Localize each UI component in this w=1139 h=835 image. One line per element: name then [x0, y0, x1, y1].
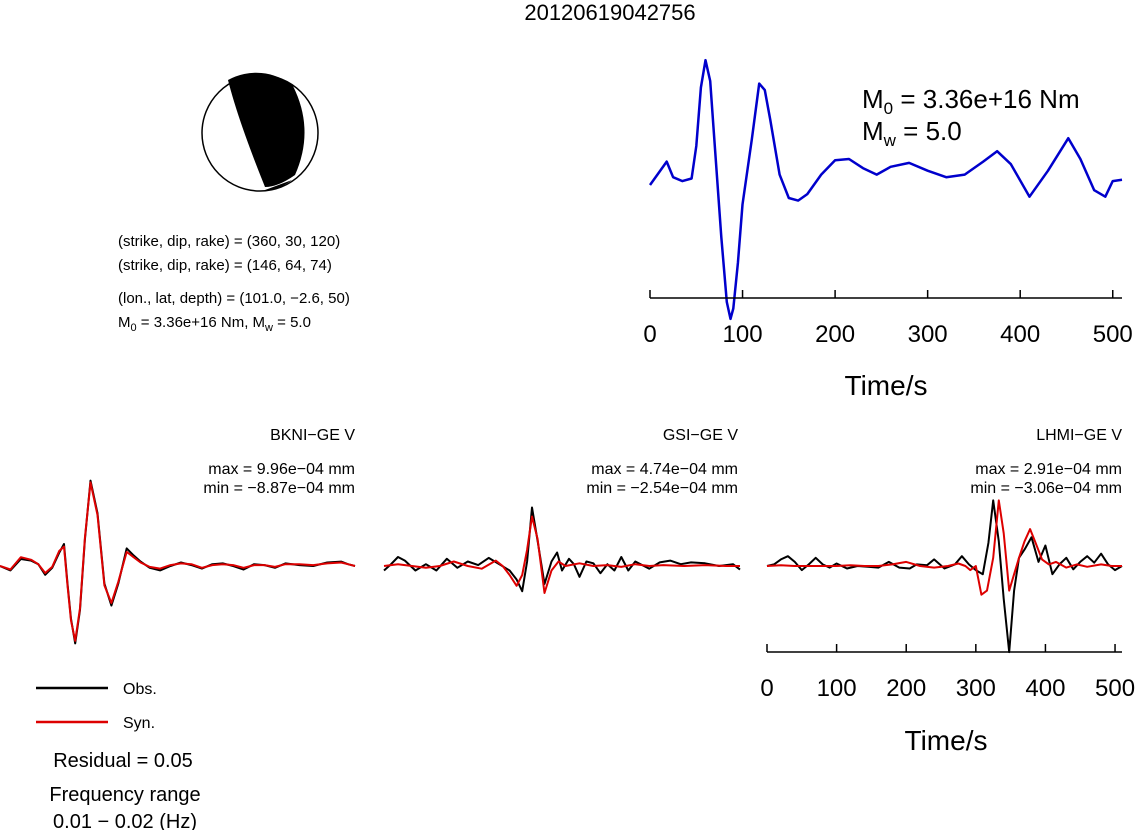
waveform-panel-bkni — [0, 479, 356, 645]
synthetic-trace — [0, 481, 356, 642]
frequency-range-label: Frequency range — [49, 784, 200, 806]
stf-m0-label: M0 = 3.36e+16 Nm — [862, 84, 1080, 118]
axis-tick-label: 500 — [1095, 675, 1135, 702]
waveform-xlabel: Time/s — [905, 725, 988, 756]
axis-tick-label: 100 — [723, 321, 763, 348]
synthetic-trace — [383, 515, 740, 594]
station-2-name: GSI−GE V — [663, 427, 738, 444]
axis-tick-label: 0 — [760, 675, 773, 702]
focal-plane-1: (strike, dip, rake) = (360, 30, 120) — [118, 233, 340, 250]
stf-plot — [648, 58, 1123, 321]
station-1-name: BKNI−GE V — [270, 427, 355, 444]
station-1-max: max = 9.96e−04 mm — [208, 461, 355, 478]
beachball — [201, 72, 319, 192]
station-3-min: min = −3.06e−04 mm — [970, 480, 1122, 497]
station-2-min: min = −2.54e−04 mm — [586, 480, 738, 497]
legend-syn-label: Syn. — [123, 715, 155, 732]
observed-trace — [0, 479, 356, 645]
axis-tick-label: 300 — [908, 321, 948, 348]
legend: Obs. Syn. — [36, 681, 157, 732]
waveform-panel-lhmi — [766, 499, 1123, 654]
waveform-time-axis: 0 100 200 300 400 500 — [760, 644, 1135, 702]
focal-plane-2: (strike, dip, rake) = (146, 64, 74) — [118, 257, 332, 274]
legend-obs-label: Obs. — [123, 681, 157, 698]
waveform-panel-gsi — [383, 506, 741, 594]
stf-curve — [648, 58, 1123, 321]
beachball-compression-sliver — [265, 180, 292, 190]
residual-label: Residual = 0.05 — [53, 750, 193, 772]
focal-location: (lon., lat, depth) = (101.0, −2.6, 50) — [118, 290, 350, 307]
axis-tick-label: 100 — [817, 675, 857, 702]
figure-title: 20120619042756 — [524, 0, 695, 25]
axis-tick-label: 400 — [1000, 321, 1040, 348]
axis-tick-label: 200 — [815, 321, 855, 348]
observed-trace — [383, 506, 741, 593]
stf-time-axis: 0 100 200 300 400 500 — [643, 290, 1133, 348]
observed-trace — [766, 499, 1123, 654]
station-3-max: max = 2.91e−04 mm — [975, 461, 1122, 478]
stf-xlabel: Time/s — [845, 370, 928, 401]
beachball-compression-quadrant — [228, 72, 305, 187]
axis-tick-label: 500 — [1093, 321, 1133, 348]
station-3-name: LHMI−GE V — [1036, 427, 1122, 444]
axis-tick-label: 400 — [1025, 675, 1065, 702]
stf-mw-label: Mw = 5.0 — [862, 116, 962, 150]
frequency-range-value: 0.01 − 0.02 (Hz) — [53, 811, 197, 830]
axis-tick-label: 200 — [886, 675, 926, 702]
axis-tick-label: 0 — [643, 321, 656, 348]
station-1-min: min = −8.87e−04 mm — [203, 480, 355, 497]
focal-moment: M0 = 3.36e+16 Nm, Mw = 5.0 — [118, 314, 311, 334]
synthetic-trace — [766, 499, 1122, 596]
station-2-max: max = 4.74e−04 mm — [591, 461, 738, 478]
axis-tick-label: 300 — [956, 675, 996, 702]
